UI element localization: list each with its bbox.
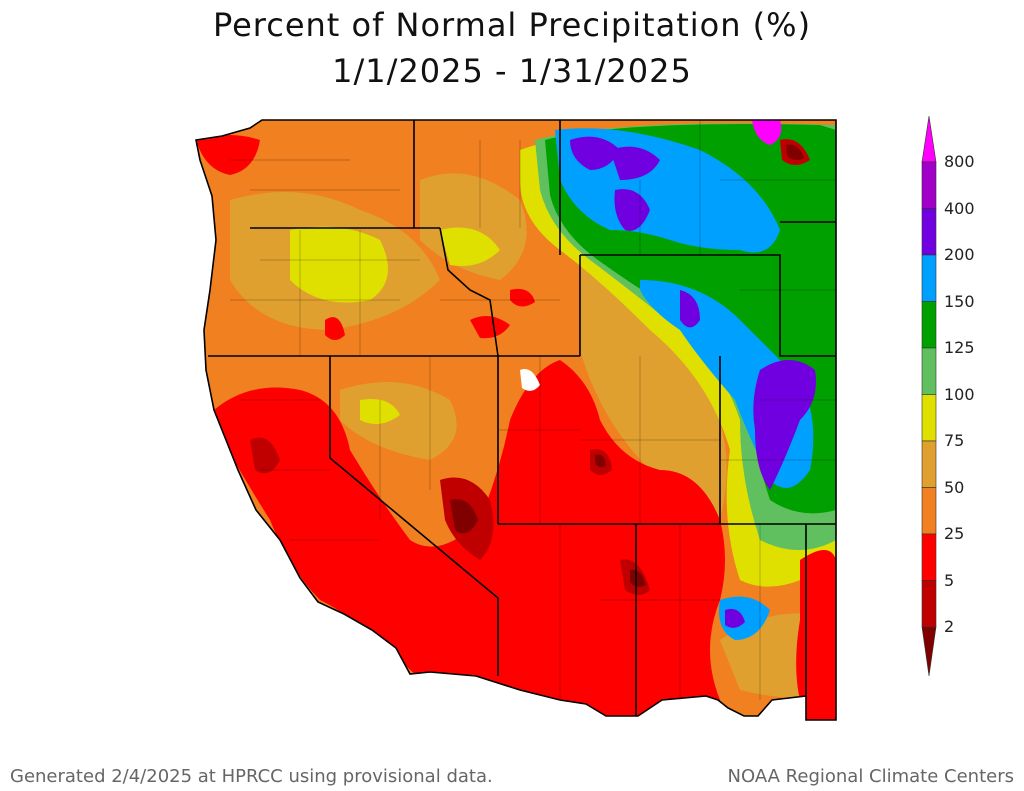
field-5-25-washington-coast (196, 135, 260, 175)
legend-swatch (921, 301, 937, 349)
great-salt-lake (520, 369, 540, 391)
field-800 (752, 120, 782, 145)
county-borders (230, 120, 836, 700)
field-below-2-arizona (450, 499, 478, 534)
field-below-2-northdakota (786, 144, 804, 161)
field-200-400-d (680, 290, 700, 328)
legend-swatch (921, 347, 937, 395)
field-75-100-idaho (440, 227, 500, 266)
field-150-200-newmexico (719, 596, 770, 640)
legend-swatch (921, 208, 937, 256)
legend-label: 150 (944, 291, 975, 311)
legend-label: 800 (944, 152, 975, 171)
legend-swatch (921, 487, 937, 535)
field-5-25-idaho-spot (470, 316, 510, 339)
field-5-25-spot-b (510, 288, 535, 307)
field-200-400-e (753, 360, 816, 490)
field-50-75-colorado (580, 260, 727, 520)
legend-label: 5 (944, 570, 955, 590)
field-below-2-utah (595, 454, 606, 468)
legend-label: 400 (944, 198, 975, 218)
legend-colorbar (921, 115, 937, 677)
field-5-25-texas (796, 550, 836, 720)
legend-swatch (921, 580, 937, 628)
map-date-range: 1/1/2025 - 1/31/2025 (332, 52, 692, 90)
legend-swatch (921, 161, 937, 209)
field-200-400-c (614, 189, 650, 231)
field-below-2-newmexico (630, 569, 646, 587)
legend-label: 50 (944, 477, 965, 497)
legend-label: 100 (944, 384, 975, 404)
legend-swatch (921, 440, 937, 488)
footer-source: NOAA Regional Climate Centers (727, 766, 1015, 787)
field-5-25-oregon-spot (325, 317, 345, 340)
state-borders (195, 119, 837, 721)
legend-swatch (921, 394, 937, 442)
field-200-400-a (570, 136, 620, 170)
field-200-400-b (610, 146, 660, 180)
footer-generated-note: Generated 2/4/2025 at HPRCC using provis… (10, 766, 493, 787)
legend-label: 2 (944, 617, 955, 636)
precipitation-field (196, 120, 836, 720)
legend-label: 75 (944, 431, 965, 450)
legend-label: 200 (944, 245, 975, 264)
legend-label: 125 (944, 338, 975, 357)
legend-swatch-bottom (921, 626, 937, 677)
legend-swatch (921, 254, 937, 302)
field-75-100-oregon (290, 226, 388, 303)
legend-swatch (921, 533, 937, 581)
legend-swatch-top (921, 115, 937, 163)
map-title: Percent of Normal Precipitation (%) (212, 6, 812, 44)
legend-label: 25 (944, 524, 965, 543)
field-2-5-california (250, 437, 280, 474)
field-200-400-f (725, 608, 745, 628)
